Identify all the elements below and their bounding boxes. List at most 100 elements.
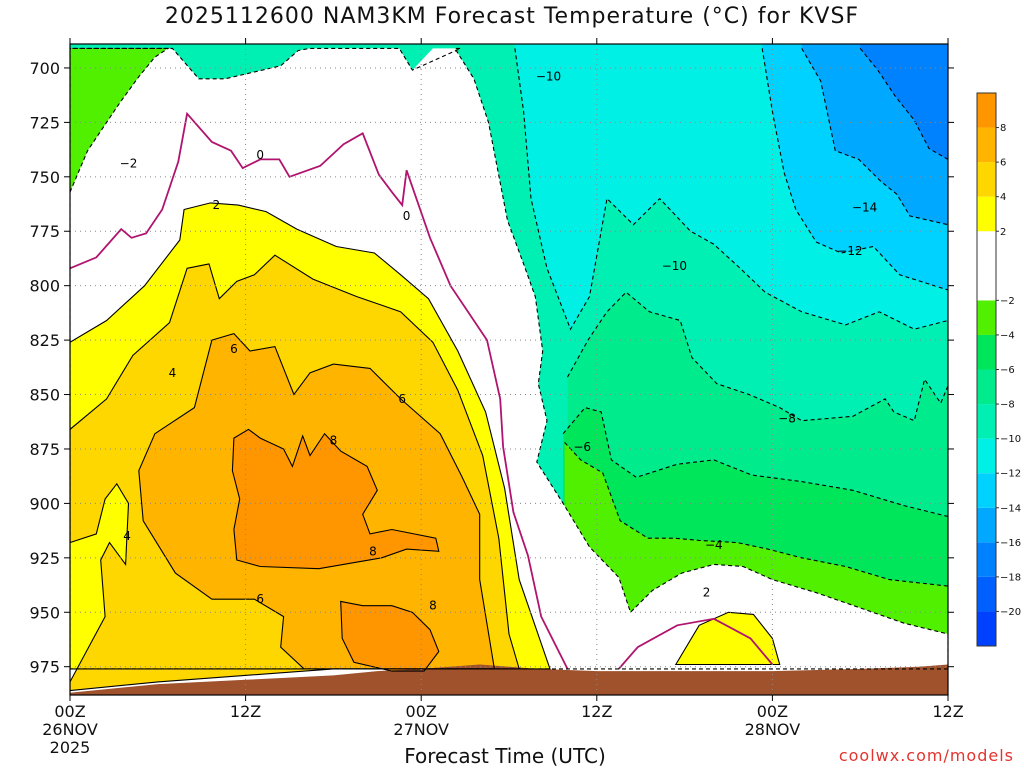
colorbar-tick-label: −20: [1000, 607, 1021, 618]
x-tick-label: 00Z: [54, 702, 85, 721]
colorbar-swatch: [977, 334, 996, 370]
contour-label: 2: [703, 586, 711, 600]
y-tick-label: 900: [29, 494, 60, 513]
contour-minus-10: [514, 48, 948, 331]
plot-frame: [69, 43, 949, 696]
colorbar-swatch: [977, 300, 996, 335]
contour-minus-4: [564, 442, 948, 587]
colorbar-swatch: [977, 438, 996, 474]
contour-label: −8: [778, 411, 796, 425]
colorbar-tick-label: −2: [1000, 296, 1015, 307]
y-tick-label: 775: [29, 222, 60, 241]
x-tick-label: 12Z: [581, 702, 612, 721]
contour-minus-16: [859, 48, 948, 160]
band-fill-8-to-10-1: [340, 601, 439, 672]
contour-minus-2-1: [70, 47, 948, 670]
colorbar-tick-label: −16: [1000, 538, 1021, 549]
x-tick-label: 00Z: [757, 702, 788, 721]
band-fill-minus-4-to-2-topleft: [70, 48, 168, 193]
contour-8-1: [340, 600, 440, 672]
colorbar-swatch: [977, 369, 996, 405]
contour-label: −2: [120, 157, 138, 171]
contour-label: 4: [123, 529, 131, 543]
band-fill-8-to-10-0: [232, 429, 439, 569]
contour-label: −4: [705, 538, 723, 552]
contour-8-0: [231, 428, 440, 570]
band-fill-2-to-4-1: [675, 612, 780, 665]
colorbar-tick-label: −18: [1000, 572, 1021, 583]
x-tick-label: 00Z: [406, 702, 437, 721]
colorbar-tick-label: −10: [1000, 434, 1021, 445]
y-tick-label: 925: [29, 549, 60, 568]
y-tick-label: 750: [29, 168, 60, 187]
chart-title: 2025112600 NAM3KM Forecast Temperature (…: [164, 4, 860, 29]
y-tick-label: 875: [29, 440, 60, 459]
contour-minus-14: [801, 48, 948, 226]
grid-layer: [70, 44, 948, 695]
colorbar-swatch: [977, 162, 996, 197]
colorbar-swatch: [977, 404, 996, 439]
colorbar-tick-label: −12: [1000, 469, 1021, 480]
contour-minus-12: [761, 48, 948, 291]
x-tick-date: 26NOV: [42, 720, 98, 739]
colorbar-tick-label: 8: [1000, 123, 1006, 134]
contour-4-0: [70, 254, 520, 692]
contour-0: [70, 111, 569, 670]
colorbar-tick-label: 6: [1000, 158, 1006, 169]
contour-0-b: [618, 617, 774, 670]
contour-6-0: [138, 332, 496, 670]
colorbar: 8 6 4 2 −2 −4 −6 −8 −10 −12 −14 −16 −18 −20: [976, 92, 1021, 647]
contour-label: 0: [256, 148, 264, 162]
contour-lines-layer: [70, 47, 948, 692]
band-fill-minus-18-to-16: [860, 44, 948, 160]
colorbar-swatch: [977, 473, 996, 508]
colorbar-swatch: [977, 542, 996, 577]
contour-2-1: [674, 611, 781, 666]
y-tick-label: 975: [29, 658, 60, 677]
y-tick-label: 800: [29, 277, 60, 296]
colorbar-tick-label: −4: [1000, 330, 1015, 341]
y-tick-label: 850: [29, 386, 60, 405]
colorbar-tick-label: −14: [1000, 503, 1021, 514]
y-tick-label: 950: [29, 603, 60, 622]
contour-label: 8: [369, 544, 377, 558]
contour-label: 6: [256, 592, 264, 606]
x-tick-label: 12Z: [932, 702, 963, 721]
colorbar-swatch: [977, 93, 996, 128]
x-tick-date: 27NOV: [393, 720, 449, 739]
contour-label: −10: [536, 70, 561, 84]
contour-minus-8: [567, 291, 948, 422]
colorbar-swatch: [977, 611, 996, 646]
colorbar-tick-label: 4: [1000, 192, 1006, 203]
colorbar-tick-label: −6: [1000, 365, 1015, 376]
contour-minus-6: [562, 406, 948, 518]
y-tick-label: 725: [29, 113, 60, 132]
source-credit[interactable]: coolwx.com/models: [838, 746, 1014, 765]
x-tick-date: 28NOV: [745, 720, 801, 739]
colorbar-swatch: [977, 231, 996, 301]
colorbar-tick-label: 2: [1000, 227, 1006, 238]
contour-label: 6: [230, 342, 238, 356]
colorbar-swatch: [977, 576, 996, 612]
contour-label: 6: [398, 392, 406, 406]
x-tick-year: 2025: [50, 738, 91, 757]
contour-label: −12: [837, 244, 862, 258]
contour-label: 4: [169, 366, 177, 380]
colorbar-swatch: [977, 507, 996, 543]
contour-label: 2: [213, 198, 221, 212]
contour-label: −14: [852, 200, 877, 214]
x-tick-label: 12Z: [230, 702, 261, 721]
y-tick-label: 825: [29, 331, 60, 350]
colorbar-swatch: [977, 196, 996, 232]
y-tick-label: 700: [29, 59, 60, 78]
contour-label: 0: [403, 209, 411, 223]
x-axis-label: Forecast Time (UTC): [404, 744, 606, 768]
colorbar-swatch: [977, 127, 996, 163]
contour-label: −10: [662, 259, 687, 273]
temperature-fill-layer: [70, 44, 948, 695]
contour-2-0: [70, 202, 551, 670]
contour-label: 8: [429, 599, 437, 613]
contour-label: 8: [330, 433, 338, 447]
contour-label: −6: [573, 440, 591, 454]
